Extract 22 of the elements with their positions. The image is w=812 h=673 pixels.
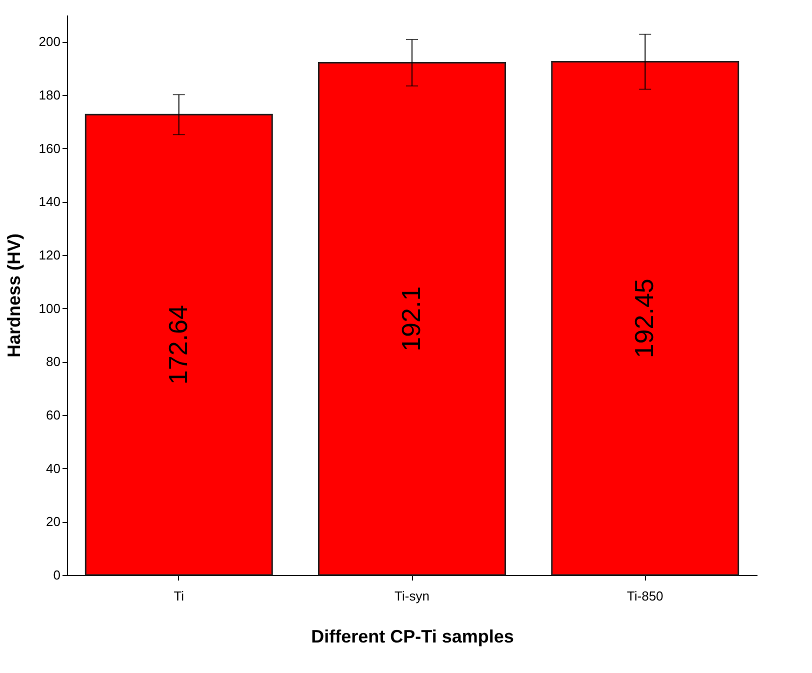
x-axis-title: Different CP-Ti samples bbox=[311, 626, 514, 646]
bar bbox=[318, 62, 506, 576]
y-tick-label: 0 bbox=[53, 568, 60, 582]
bar bbox=[84, 114, 273, 576]
y-tick-label: 160 bbox=[38, 140, 60, 156]
x-tick-label: Ti-syn bbox=[394, 588, 430, 604]
y-tick-label: 200 bbox=[38, 34, 60, 50]
y-tick-label: 180 bbox=[38, 88, 60, 102]
y-tick-label: 120 bbox=[38, 248, 60, 262]
y-tick-label: 80 bbox=[46, 354, 60, 370]
y-tick-label: 40 bbox=[46, 460, 60, 476]
data-label: 192.45 bbox=[629, 278, 660, 358]
y-tick-label: 140 bbox=[38, 194, 60, 210]
data-label: 192.1 bbox=[396, 286, 426, 352]
y-tick-label: 100 bbox=[38, 300, 60, 316]
x-tick-label: Ti bbox=[174, 588, 184, 604]
y-tick-label: 60 bbox=[46, 408, 60, 422]
data-label: 172.64 bbox=[162, 305, 193, 385]
bar bbox=[551, 61, 740, 576]
x-tick-label: Ti-850 bbox=[626, 588, 664, 604]
y-tick-label: 20 bbox=[46, 514, 60, 530]
y-axis-title: Hardness (HV) bbox=[4, 233, 24, 358]
